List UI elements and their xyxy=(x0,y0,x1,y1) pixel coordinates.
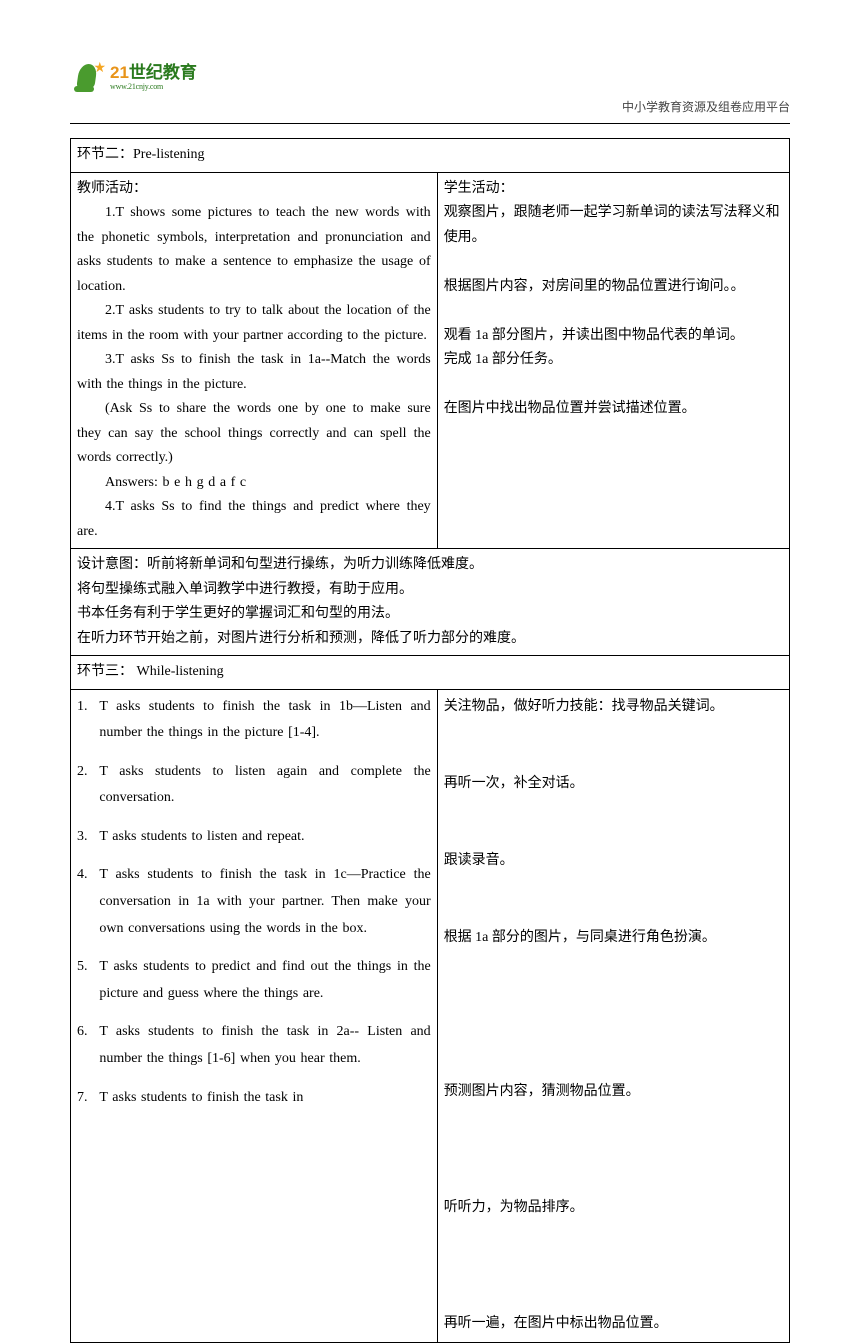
section2-title: 环节二：Pre-listening xyxy=(71,139,790,173)
s-item xyxy=(444,964,783,991)
s-item: 再听一次，补全对话。 xyxy=(444,771,783,798)
s-item: 听听力，为物品排序。 xyxy=(444,1195,783,1222)
s-item: 完成 1a 部分任务。 xyxy=(444,352,562,367)
lesson-table: 环节二：Pre-listening 教师活动： 1.T shows some p… xyxy=(70,138,790,1343)
s-item: 跟读录音。 xyxy=(444,848,783,875)
task-list: T asks students to finish the task in 1b… xyxy=(77,694,431,1112)
s-item xyxy=(444,1002,783,1029)
s-item xyxy=(444,1041,783,1068)
t-item: 1.T shows some pictures to teach the new… xyxy=(77,201,431,299)
s-item: 观看 1a 部分图片，并读出图中物品代表的单词。 xyxy=(444,328,744,343)
page-header: ★ 21世纪教育 www.21cnjy.com 中小学教育资源及组卷应用平台 xyxy=(70,60,790,115)
section3-title: 环节三： While-listening xyxy=(71,656,790,690)
logo-url: www.21cnjy.com xyxy=(110,83,197,92)
s-item xyxy=(444,732,783,759)
t-item: 2.T asks students to try to talk about t… xyxy=(77,299,431,348)
teacher-label: 教师活动： xyxy=(77,181,147,196)
t-item: 4.T asks Ss to find the things and predi… xyxy=(77,495,431,544)
section3-teacher: T asks students to finish the task in 1b… xyxy=(71,689,438,1342)
design-line: 设计意图：听前将新单词和句型进行操练，为听力训练降低难度。 xyxy=(77,557,483,572)
task-item: T asks students to finish the task in 2a… xyxy=(77,1019,431,1072)
task-item: T asks students to listen again and comp… xyxy=(77,759,431,812)
section2-design: 设计意图：听前将新单词和句型进行操练，为听力训练降低难度。 将句型操练式融入单词… xyxy=(71,549,790,656)
s-item: 再听一遍，在图片中标出物品位置。 xyxy=(444,1311,783,1338)
header-right-text: 中小学教育资源及组卷应用平台 xyxy=(622,60,790,115)
task-item: T asks students to finish the task in 1b… xyxy=(77,694,431,747)
t-item: Answers: b e h g d a f c xyxy=(77,471,431,496)
design-line: 在听力环节开始之前，对图片进行分析和预测，降低了听力部分的难度。 xyxy=(77,631,525,646)
s-item xyxy=(444,1234,783,1261)
s-item: 关注物品，做好听力技能：找寻物品关键词。 xyxy=(444,694,783,721)
logo: ★ 21世纪教育 www.21cnjy.com xyxy=(70,60,197,96)
task-item: T asks students to finish the task in xyxy=(77,1085,431,1112)
header-divider xyxy=(70,123,790,124)
section2-teacher: 教师活动： 1.T shows some pictures to teach t… xyxy=(71,172,438,549)
task-item: T asks students to listen and repeat. xyxy=(77,824,431,851)
task-item: T asks students to finish the task in 1c… xyxy=(77,862,431,942)
logo-cn: 21世纪教育 xyxy=(110,64,197,83)
s-item xyxy=(444,886,783,913)
s-item: 根据图片内容，对房间里的物品位置进行询问。。 xyxy=(444,279,745,294)
logo-icon: ★ xyxy=(70,60,106,96)
section2-student: 学生活动： 观察图片，跟随老师一起学习新单词的读法写法释义和使用。 根据图片内容… xyxy=(437,172,789,549)
design-line: 将句型操练式融入单词教学中进行教授，有助于应用。 xyxy=(77,582,413,597)
s-item: 预测图片内容，猜测物品位置。 xyxy=(444,1079,783,1106)
s-item xyxy=(444,1157,783,1184)
s-item xyxy=(444,1272,783,1299)
t-item: 3.T asks Ss to finish the task in 1a--Ma… xyxy=(77,348,431,397)
design-line: 书本任务有利于学生更好的掌握词汇和句型的用法。 xyxy=(77,606,399,621)
s-item: 观察图片，跟随老师一起学习新单词的读法写法释义和使用。 xyxy=(444,205,780,245)
t-item: (Ask Ss to share the words one by one to… xyxy=(77,397,431,471)
s-item xyxy=(444,809,783,836)
logo-text: 21世纪教育 www.21cnjy.com xyxy=(110,64,197,91)
s-item xyxy=(444,1118,783,1145)
student-label: 学生活动： xyxy=(444,181,514,196)
s-item: 在图片中找出物品位置并尝试描述位置。 xyxy=(444,401,696,416)
s-item: 根据 1a 部分的图片，与同桌进行角色扮演。 xyxy=(444,925,783,952)
section3-student: 关注物品，做好听力技能：找寻物品关键词。 再听一次，补全对话。 跟读录音。 根据… xyxy=(437,689,789,1342)
task-item: T asks students to predict and find out … xyxy=(77,954,431,1007)
